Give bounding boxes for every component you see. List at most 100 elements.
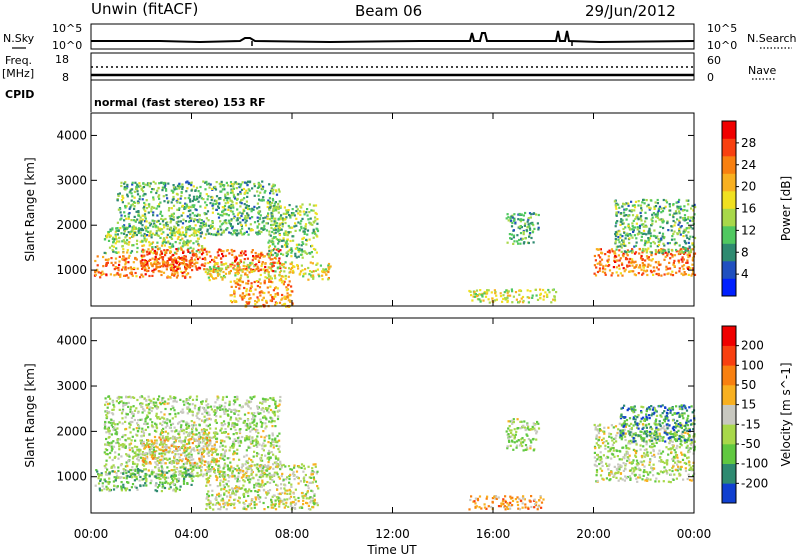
- scatter-cell: [281, 293, 284, 297]
- scatter-cell: [691, 227, 694, 230]
- scatter-cell: [139, 403, 142, 407]
- scatter-cell: [230, 219, 233, 222]
- scatter-cell: [660, 237, 663, 240]
- scatter-cell: [140, 430, 143, 433]
- scatter-cell: [106, 406, 109, 409]
- scatter-cell: [271, 213, 274, 216]
- scatter-cell: [209, 227, 212, 230]
- scatter-cell: [620, 250, 623, 253]
- scatter-cell: [214, 270, 217, 273]
- scatter-cell: [224, 208, 227, 211]
- scatter-cell: [146, 264, 149, 267]
- scatter-cell: [143, 237, 146, 240]
- scatter-cell: [600, 251, 603, 254]
- scatter-cell: [126, 469, 129, 473]
- scatter-cell: [150, 447, 153, 450]
- scatter-cell: [184, 462, 187, 465]
- scatter-cell: [118, 273, 121, 276]
- scatter-cell: [130, 271, 133, 274]
- scatter-cell: [692, 218, 695, 221]
- scatter-cell: [283, 280, 286, 283]
- scatter-cell: [631, 248, 634, 251]
- scatter-cell: [295, 256, 298, 259]
- scatter-cell: [662, 236, 665, 239]
- scatter-cell: [598, 261, 601, 264]
- scatter-cell: [233, 438, 236, 441]
- scatter-cell: [249, 425, 252, 428]
- scatter-cell: [126, 249, 129, 252]
- scatter-cell: [170, 218, 173, 221]
- scatter-cell: [240, 199, 243, 202]
- scatter-cell: [213, 435, 217, 438]
- scatter-cell: [155, 425, 158, 428]
- scatter-cell: [683, 219, 686, 222]
- scatter-cell: [159, 236, 162, 239]
- scatter-cell: [121, 417, 124, 420]
- scatter-cell: [103, 427, 106, 430]
- scatter-cell: [519, 227, 522, 230]
- scatter-cell: [181, 226, 184, 229]
- scatter-cell: [151, 469, 154, 472]
- scatter-cell: [129, 396, 132, 399]
- scatter-cell: [200, 469, 203, 472]
- scatter-cell: [259, 457, 262, 460]
- scatter-cell: [136, 239, 139, 242]
- scatter-cell: [294, 229, 297, 232]
- scatter-cell: [256, 284, 259, 288]
- scatter-cell: [269, 258, 272, 261]
- scatter-cell: [111, 458, 114, 462]
- scatter-cell: [275, 224, 278, 228]
- scatter-cell: [261, 421, 264, 425]
- scatter-cell: [158, 205, 161, 208]
- scatter-cell: [195, 466, 198, 469]
- scatter-cell: [267, 266, 270, 269]
- scatter-cell: [175, 248, 178, 251]
- scatter-cell: [184, 255, 187, 258]
- scatter-cell: [145, 207, 149, 210]
- scatter-cell: [164, 184, 167, 187]
- scatter-cell: [635, 263, 638, 267]
- scatter-cell: [190, 410, 193, 413]
- scatter-cell: [265, 469, 269, 472]
- scatter-cell: [273, 274, 276, 277]
- scatter-cell: [254, 251, 257, 255]
- scatter-cell: [285, 242, 288, 245]
- scatter-cell: [168, 215, 171, 218]
- scatter-cell: [269, 294, 272, 297]
- scatter-cell: [157, 466, 161, 470]
- scatter-cell: [666, 254, 669, 257]
- scatter-cell: [204, 469, 207, 472]
- scatter-cell: [298, 229, 301, 232]
- scatter-cell: [279, 400, 282, 403]
- scatter-cell: [191, 249, 194, 252]
- scatter-cell: [273, 220, 276, 223]
- scatter-cell: [213, 227, 216, 230]
- scatter-cell: [614, 205, 617, 208]
- scatter-cell: [150, 191, 153, 194]
- scatter-cell: [120, 412, 124, 415]
- scatter-cell: [116, 272, 119, 275]
- scatter-cell: [197, 411, 200, 414]
- scatter-cell: [645, 225, 648, 228]
- scatter-cell: [189, 395, 192, 398]
- scatter-cell: [105, 400, 108, 404]
- scatter-cell: [186, 240, 189, 243]
- scatter-cell: [229, 191, 233, 194]
- scatter-cell: [185, 431, 188, 434]
- scatter-cell: [181, 275, 184, 278]
- scatter-cell: [126, 239, 129, 242]
- scatter-cell: [606, 250, 609, 253]
- scatter-cell: [689, 250, 692, 254]
- scatter-cell: [165, 265, 168, 268]
- scatter-cell: [684, 249, 687, 252]
- scatter-cell: [299, 253, 302, 256]
- scatter-cell: [138, 228, 141, 231]
- scatter-cell: [284, 232, 287, 235]
- scatter-cell: [288, 280, 291, 283]
- scatter-cell: [209, 405, 213, 408]
- scatter-cell: [130, 250, 134, 253]
- scatter-cell: [253, 423, 256, 427]
- scatter-cell: [120, 489, 123, 492]
- scatter-cell: [602, 265, 605, 268]
- scatter-cell: [183, 271, 186, 274]
